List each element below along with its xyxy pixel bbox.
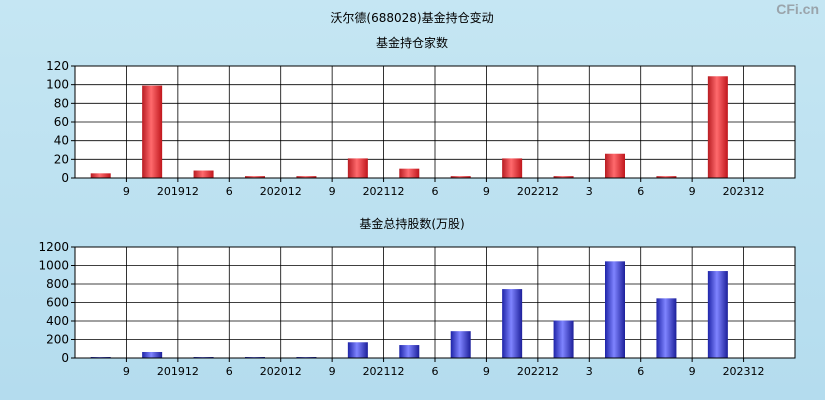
bar — [399, 168, 420, 178]
chart-title: 基金持仓家数 — [376, 35, 448, 50]
y-tick-label: 120 — [46, 59, 69, 73]
x-tick-label: 202112 — [363, 185, 405, 198]
chart-fund-count: 基金持仓家数 0 20 40 60 80 100 120 9 201912 6 202012 9 2021… — [46, 35, 796, 198]
y-tick-label: 80 — [54, 96, 69, 110]
bar — [399, 345, 420, 358]
bar — [656, 298, 677, 358]
bar — [296, 176, 317, 178]
bar — [450, 176, 471, 178]
bar — [347, 342, 368, 358]
y-tick-label: 20 — [54, 152, 69, 166]
bar — [707, 271, 728, 358]
bar — [245, 176, 265, 178]
y-tick-label: 40 — [54, 134, 69, 148]
bar — [656, 176, 677, 178]
x-tick-label: 9 — [123, 185, 130, 198]
bar — [605, 153, 625, 178]
bar — [142, 85, 163, 178]
x-tick-label: 9 — [689, 365, 696, 378]
x-tick-label: 202312 — [723, 185, 765, 198]
x-tick-label: 6 — [637, 185, 644, 198]
chart-title: 基金总持股数(万股) — [359, 216, 464, 231]
x-tick-label: 3 — [586, 365, 593, 378]
bar — [553, 320, 574, 358]
x-tick-label: 201912 — [157, 365, 199, 378]
plot-border — [74, 246, 796, 359]
x-tick-label: 9 — [123, 365, 130, 378]
bar — [142, 351, 163, 358]
chart-fund-shares: 基金总持股数(万股) 0 200 400 600 800 1000 1200 9 201912 6 2… — [38, 216, 796, 378]
x-tick-label: 6 — [637, 365, 644, 378]
y-tick-label: 600 — [46, 296, 69, 310]
y-tick-label: 100 — [46, 78, 69, 92]
x-tick-label: 6 — [432, 185, 439, 198]
y-tick-label: 1000 — [38, 259, 69, 273]
bar — [347, 158, 368, 178]
watermark: CFi.cn — [776, 1, 819, 17]
x-tick-label: 202012 — [260, 365, 302, 378]
bar — [450, 331, 471, 358]
y-tick-label: 800 — [46, 277, 69, 291]
x-tick-label: 6 — [226, 365, 233, 378]
x-tick-label: 202112 — [363, 365, 405, 378]
bar — [502, 158, 523, 178]
x-tick-label: 202012 — [260, 185, 302, 198]
y-tick-label: 60 — [54, 115, 69, 129]
x-tick-label: 202212 — [517, 365, 559, 378]
x-tick-label: 6 — [432, 365, 439, 378]
page-title: 沃尔德(688028)基金持仓变动 — [330, 10, 493, 25]
x-tick-label: 3 — [586, 185, 593, 198]
x-tick-label: 202312 — [723, 365, 765, 378]
x-tick-label: 9 — [483, 185, 490, 198]
y-tick-label: 400 — [46, 314, 69, 328]
x-tick-label: 9 — [329, 185, 336, 198]
y-tick-label: 1200 — [38, 240, 69, 254]
plot-border — [74, 65, 796, 179]
x-tick-label: 9 — [689, 185, 696, 198]
bar — [553, 176, 574, 178]
y-tick-label: 0 — [61, 351, 69, 365]
y-tick-label: 200 — [46, 333, 69, 347]
y-tick-label: 0 — [61, 171, 69, 185]
x-tick-label: 202212 — [517, 185, 559, 198]
bar — [707, 76, 728, 178]
bar — [90, 173, 111, 178]
x-tick-label: 201912 — [157, 185, 199, 198]
bar — [193, 170, 214, 178]
bar — [502, 289, 523, 358]
x-tick-label: 9 — [483, 365, 490, 378]
x-tick-label: 9 — [329, 365, 336, 378]
x-tick-label: 6 — [226, 185, 233, 198]
bar — [605, 261, 625, 358]
